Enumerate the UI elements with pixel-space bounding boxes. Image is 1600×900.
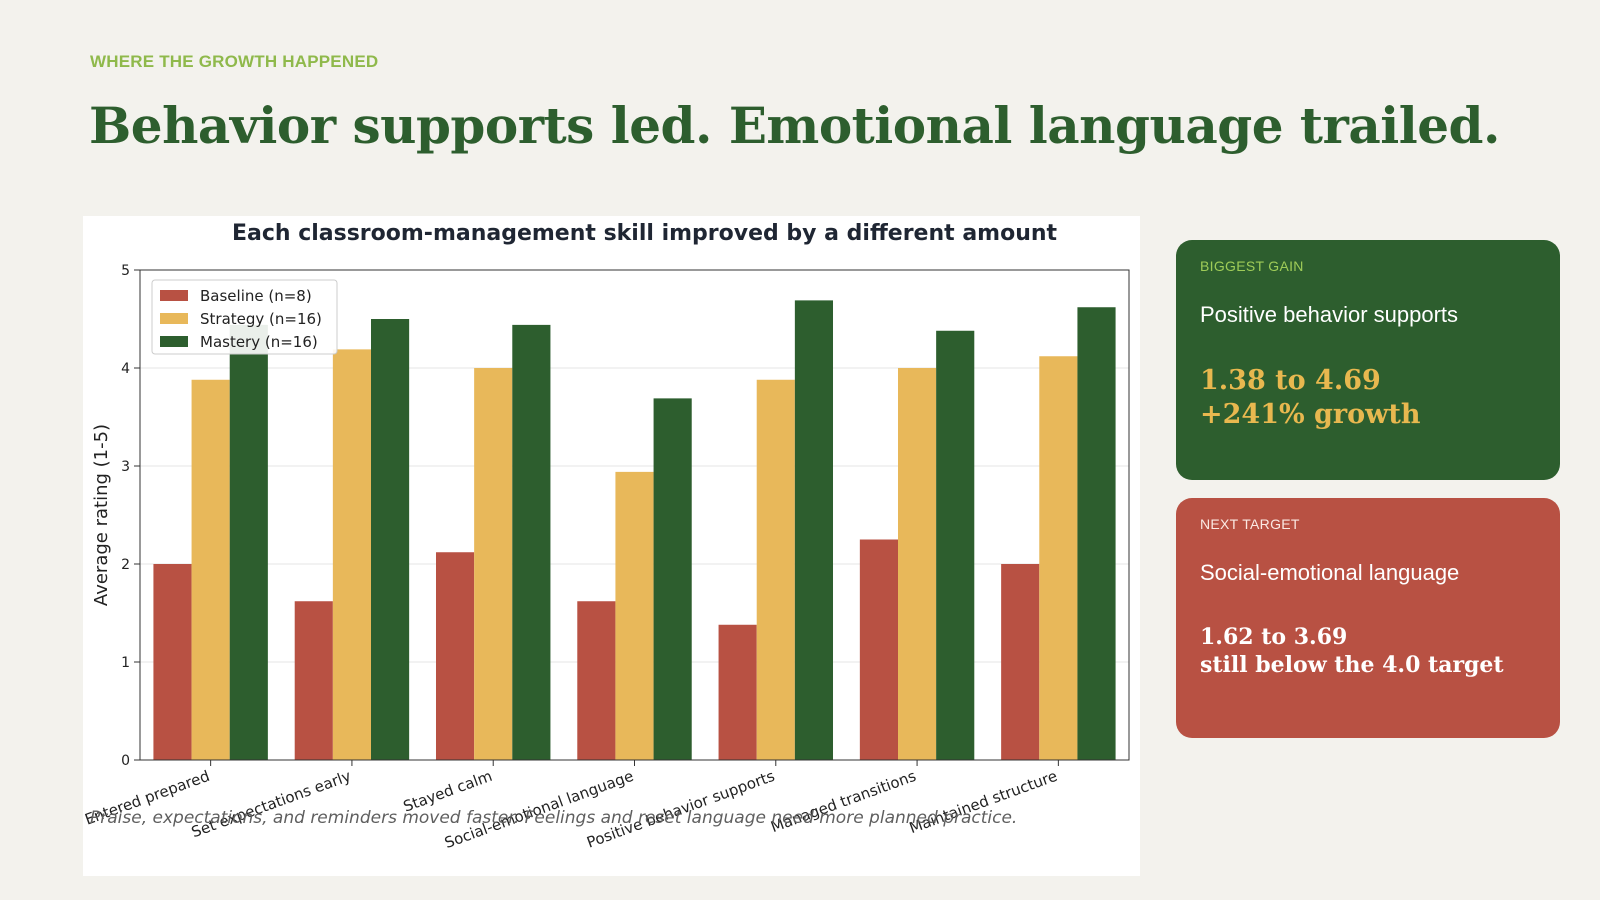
biggest-gain-stat: 1.38 to 4.69 +241% growth xyxy=(1200,364,1421,432)
legend-swatch xyxy=(160,336,188,347)
y-tick-label: 0 xyxy=(121,753,130,769)
legend-swatch xyxy=(160,313,188,324)
bar xyxy=(435,552,475,760)
bar xyxy=(294,601,333,760)
y-tick-label: 2 xyxy=(121,557,130,573)
bar xyxy=(577,601,616,760)
bar xyxy=(897,368,937,760)
next-target-card: NEXT TARGET Social-emotional language 1.… xyxy=(1176,498,1560,738)
bar xyxy=(794,300,834,760)
next-target-stat: 1.62 to 3.69 still below the 4.0 target xyxy=(1200,624,1504,679)
bar xyxy=(474,368,513,760)
bar xyxy=(191,379,230,760)
y-tick-label: 4 xyxy=(121,361,130,377)
biggest-gain-growth: +241% growth xyxy=(1200,398,1421,430)
y-tick-label: 1 xyxy=(121,655,130,671)
plot-frame xyxy=(139,269,1130,761)
biggest-gain-skill: Positive behavior supports xyxy=(1200,302,1459,327)
next-target-skill: Social-emotional language xyxy=(1200,560,1460,585)
headline: Behavior supports led. Emotional languag… xyxy=(89,96,1500,155)
bar xyxy=(1039,356,1078,760)
bar-chart: Each classroom-management skill improved… xyxy=(83,221,1130,852)
y-tick-label: 5 xyxy=(121,263,130,279)
legend-label: Mastery (n=16) xyxy=(200,333,318,351)
chart-title: Each classroom-management skill improved… xyxy=(232,221,1058,246)
next-target-range: 1.62 to 3.69 xyxy=(1200,624,1348,650)
next-target-note: still below the 4.0 target xyxy=(1200,651,1504,678)
bar xyxy=(1077,307,1116,760)
bar xyxy=(756,379,795,760)
bar xyxy=(332,349,372,760)
bar xyxy=(615,471,654,760)
bar xyxy=(718,624,757,760)
bar xyxy=(512,324,551,760)
bar xyxy=(229,324,268,760)
bar xyxy=(1001,564,1040,760)
next-target-tag: NEXT TARGET xyxy=(1200,516,1300,532)
legend-swatch xyxy=(160,290,188,301)
bar xyxy=(153,564,192,760)
legend-label: Strategy (n=16) xyxy=(200,310,322,328)
chart-card: Each classroom-management skill improved… xyxy=(83,216,1140,876)
bar xyxy=(859,539,898,760)
legend-label: Baseline (n=8) xyxy=(200,287,312,305)
y-axis-label: Average rating (1-5) xyxy=(91,424,112,606)
x-tick-label: Set expectations early xyxy=(189,767,353,842)
bar xyxy=(936,330,975,760)
footnote: Praise, expectations, and reminders move… xyxy=(90,808,1018,828)
eyebrow: WHERE THE GROWTH HAPPENED xyxy=(90,52,379,71)
bar xyxy=(371,319,410,760)
legend-box xyxy=(151,279,338,355)
biggest-gain-card: BIGGEST GAIN Positive behavior supports … xyxy=(1176,240,1560,480)
biggest-gain-tag: BIGGEST GAIN xyxy=(1200,258,1304,274)
biggest-gain-range: 1.38 to 4.69 xyxy=(1200,365,1381,396)
bar xyxy=(653,398,692,760)
y-tick-label: 3 xyxy=(121,459,130,475)
